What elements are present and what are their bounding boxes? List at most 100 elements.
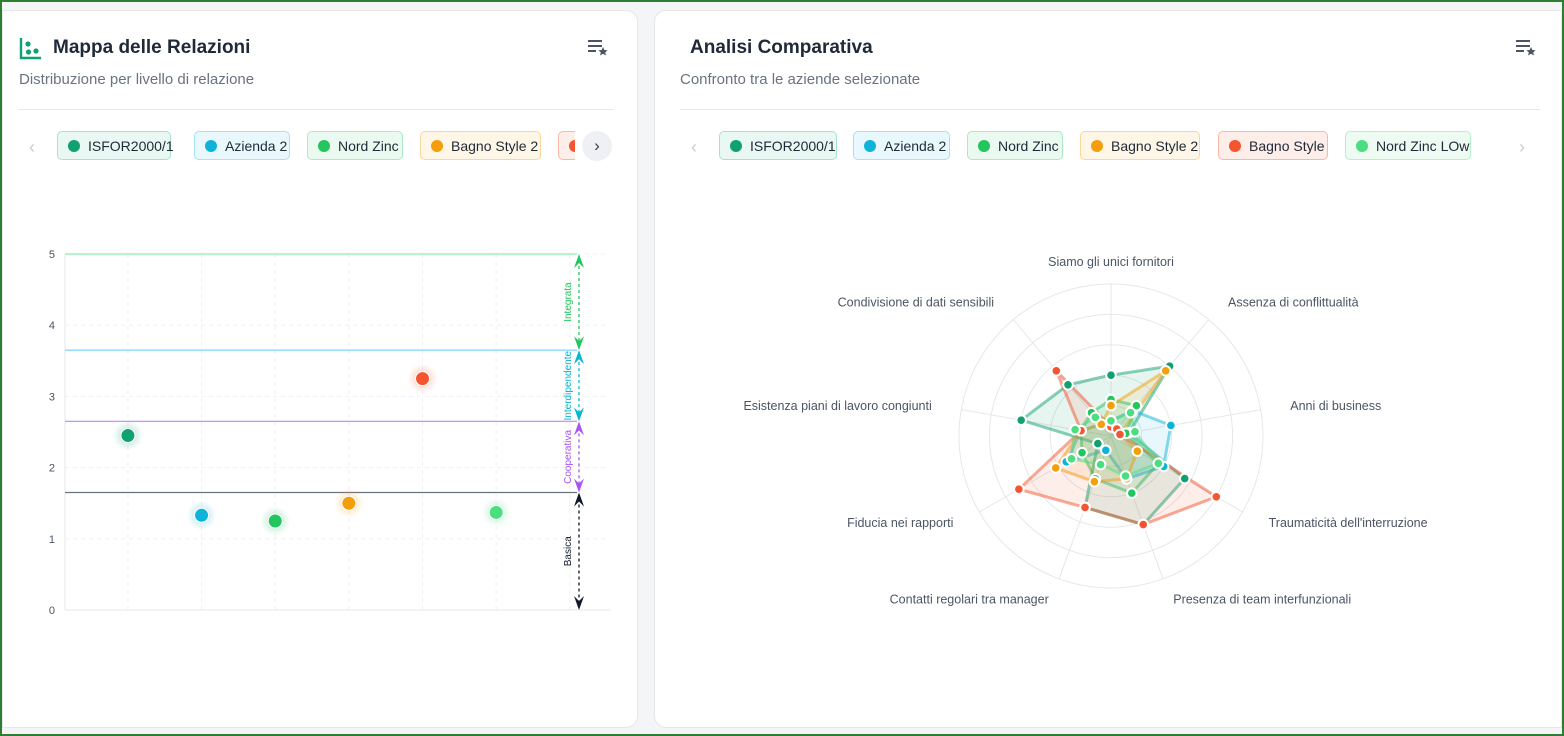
radar-point <box>1089 411 1102 424</box>
left-legend-row: ISFOR2000/1 Azienda 2 Nord Zinc Bagno St… <box>57 131 575 161</box>
header-divider <box>680 109 1540 110</box>
radar-spoke <box>979 435 1112 513</box>
relationship-map-title: Mappa delle Relazioni <box>53 37 251 58</box>
legend-next-button[interactable]: › <box>1519 137 1525 157</box>
legend-label: ISFOR2000/1 <box>750 137 836 154</box>
list-star-icon[interactable] <box>587 37 609 57</box>
legend-chip[interactable]: Bagno Style <box>1218 131 1328 160</box>
radar-point <box>1152 457 1165 470</box>
legend-label: Bagno Style 2 <box>1111 137 1199 154</box>
radar-point <box>1178 472 1191 485</box>
arrowhead-down-icon <box>574 336 584 351</box>
legend-chip[interactable]: Bagno Style 2 <box>1080 131 1200 160</box>
comparative-analysis-subtitle: Confronto tra le aziende selezionate <box>680 71 921 88</box>
header-divider <box>19 109 613 110</box>
radar-point <box>1049 462 1062 474</box>
legend-label: Bagno Style 2 <box>451 137 539 154</box>
radar-point <box>1114 428 1126 441</box>
legend-dot-icon <box>318 139 330 152</box>
legend-dot-icon <box>864 139 876 152</box>
radar-point <box>1125 487 1138 499</box>
relationship-map-subtitle: Distribuzione per livello di relazione <box>19 71 255 88</box>
radar-point <box>1079 501 1091 514</box>
radar-point <box>1105 369 1117 382</box>
legend-dot-icon <box>1229 139 1241 152</box>
comparative-analysis-card: Analisi Comparativa Confronto tra le azi… <box>654 10 1562 728</box>
legend-dot-icon <box>431 139 443 152</box>
radar-point <box>1105 399 1117 412</box>
radar-axis-label: Esistenza piani di lavoro congiunti <box>743 399 931 413</box>
arrowhead-up-icon <box>574 254 584 268</box>
band-label: Cooperativa <box>563 430 574 484</box>
legend-dot-icon <box>978 139 990 152</box>
radar-point <box>1050 364 1063 377</box>
radar-point <box>1088 475 1101 488</box>
radar-point <box>1165 419 1177 432</box>
legend-chip[interactable]: Azienda 2 <box>853 131 950 160</box>
legend-next-button[interactable]: › <box>582 131 612 161</box>
radar-axis-label: Assenza di conflittualità <box>1228 296 1359 310</box>
radar-axis-label: Presenza di team interfunzionali <box>1173 593 1351 607</box>
legend-prev-button[interactable]: ‹ <box>691 137 697 157</box>
arrowhead-down-icon <box>574 478 584 493</box>
comparative-analysis-title: Analisi Comparativa <box>690 37 873 58</box>
right-legend-row: ISFOR2000/1 Azienda 2 Nord Zinc Bagno St… <box>719 131 1509 161</box>
data-point <box>194 507 210 523</box>
comparative-radar-chart: Siamo gli unici fornitori Assenza di conf… <box>743 255 1427 607</box>
radar-point <box>1069 423 1081 436</box>
y-tick-label: 2 <box>49 463 55 475</box>
radar-series-area <box>1069 410 1161 478</box>
radar-point <box>1210 491 1223 503</box>
radar-point <box>1137 518 1150 531</box>
radar-point <box>1062 378 1074 391</box>
data-point <box>267 513 283 529</box>
radar-point <box>1159 364 1172 377</box>
legend-chip[interactable]: Nord Zinc <box>967 131 1063 160</box>
arrowhead-down-icon <box>574 407 584 422</box>
radar-axis-label: Anni di business <box>1290 399 1381 413</box>
legend-chip[interactable]: Bagno Style <box>558 131 575 160</box>
legend-label: Bagno Style <box>1249 137 1325 154</box>
radar-point <box>1065 453 1078 465</box>
legend-prev-button[interactable]: ‹ <box>29 137 35 157</box>
data-point <box>120 428 136 444</box>
radar-axis-label: Contatti regolari tra manager <box>890 593 1049 607</box>
relationship-scatter-chart: 0 1 2 3 4 5 Integrata Interdipendente Cooperativ… <box>49 249 610 617</box>
legend-dot-icon <box>205 139 217 152</box>
legend-chip[interactable]: ISFOR2000/1 <box>719 131 837 160</box>
arrowhead-up-icon <box>574 350 584 365</box>
band-label: Interdipendente <box>563 351 574 421</box>
legend-chip[interactable]: Azienda 2 <box>194 131 290 160</box>
legend-dot-icon <box>1356 139 1368 152</box>
legend-chip[interactable]: ISFOR2000/1 <box>57 131 174 160</box>
legend-dot-icon <box>569 139 575 152</box>
legend-label: Azienda 2 <box>225 137 288 154</box>
legend-chip[interactable]: Nord Zinc <box>307 131 403 160</box>
radar-point <box>1131 445 1144 458</box>
band-label: Basica <box>563 536 574 566</box>
legend-dot-icon <box>730 139 742 152</box>
radar-point <box>1076 446 1088 459</box>
legend-label: Azienda 2 <box>884 137 947 154</box>
arrowhead-down-icon <box>574 596 584 610</box>
radar-point <box>1105 415 1117 427</box>
legend-label: Nord Zinc <box>998 137 1059 154</box>
data-point <box>341 495 357 511</box>
y-tick-label: 4 <box>49 320 55 332</box>
arrowhead-up-icon <box>574 492 584 507</box>
radar-point <box>1100 444 1112 457</box>
arrowhead-up-icon <box>574 421 584 436</box>
relationship-map-card: Mappa delle Relazioni Distribuzione per … <box>2 10 638 728</box>
list-star-icon[interactable] <box>1515 37 1537 57</box>
radar-axis-label: Condivisione di dati sensibili <box>838 296 994 310</box>
radar-point <box>1015 414 1027 426</box>
legend-dot-icon <box>1091 139 1103 152</box>
y-tick-label: 5 <box>49 249 55 261</box>
y-tick-label: 3 <box>49 391 55 403</box>
legend-chip[interactable]: Nord Zinc LOw <box>1345 131 1471 160</box>
legend-chip[interactable]: Bagno Style 2 <box>420 131 541 160</box>
data-point <box>488 504 504 520</box>
radar-point <box>1092 437 1104 450</box>
radar-axis-label: Fiducia nei rapporti <box>847 516 953 530</box>
